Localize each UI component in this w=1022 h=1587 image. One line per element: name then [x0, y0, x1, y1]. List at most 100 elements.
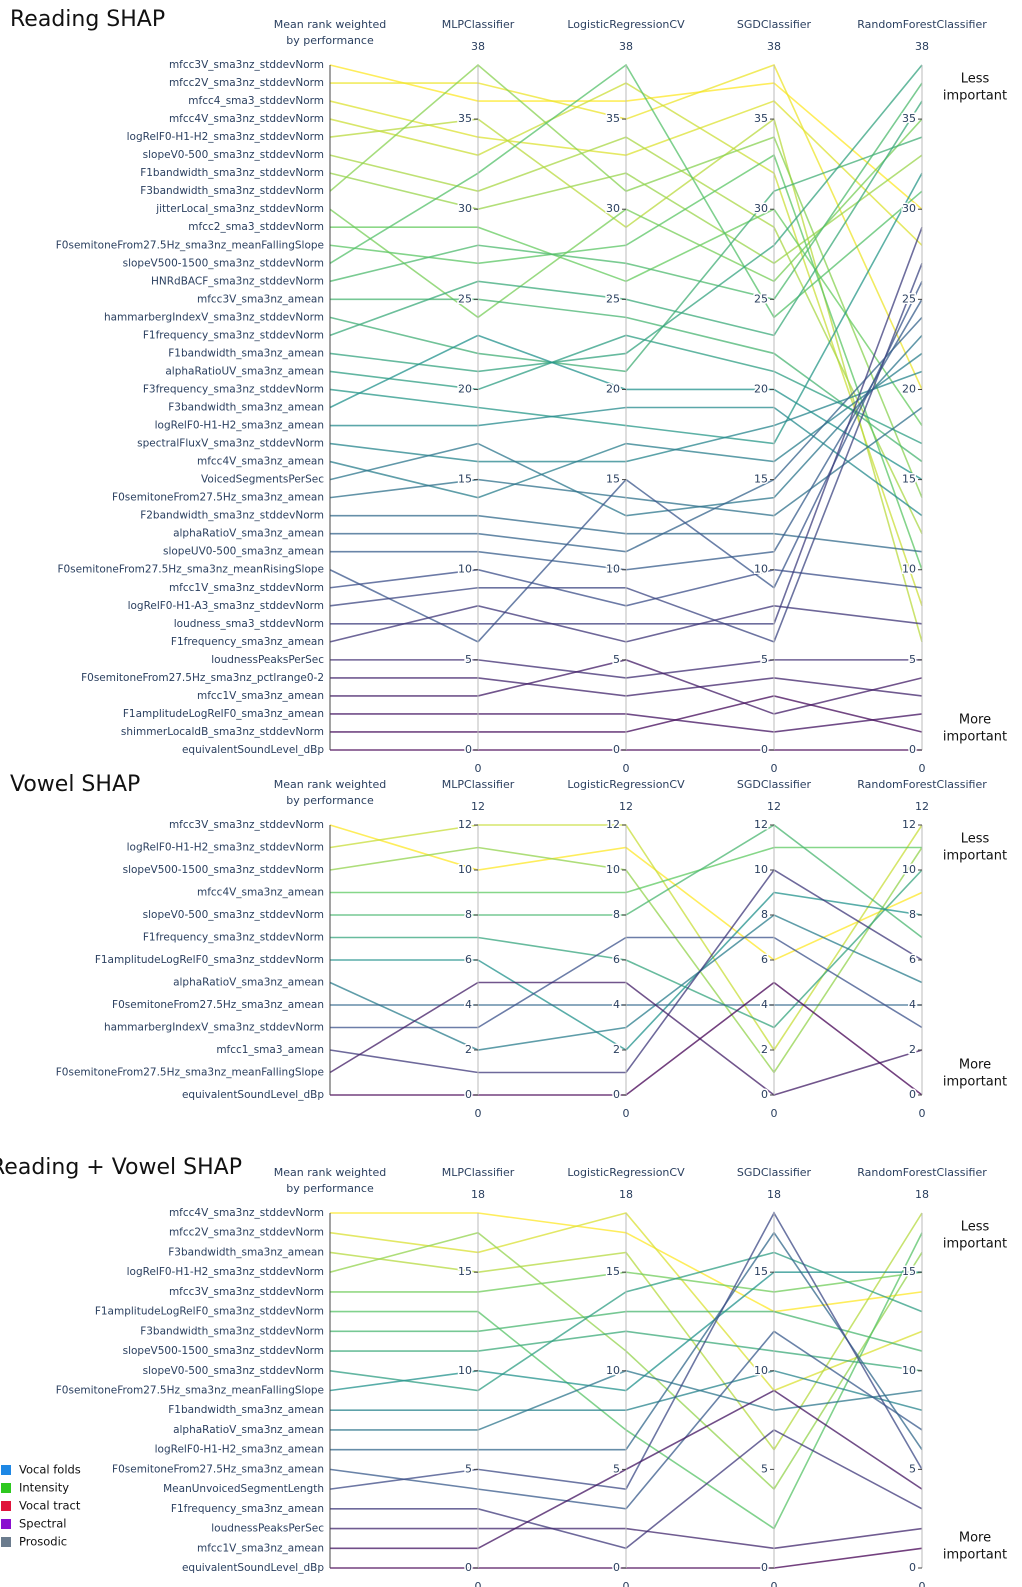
more-important: More: [959, 713, 991, 728]
feature-label: F3bandwidth_sma3nz_amean: [168, 1246, 324, 1258]
y-tick-label: 8: [613, 908, 620, 921]
more-important: important: [943, 730, 1007, 745]
axis-min: 0: [919, 1580, 926, 1587]
y-tick-label: 5: [909, 653, 916, 666]
y-tick-label: 10: [458, 563, 472, 576]
y-tick-label: 0: [465, 743, 472, 756]
y-tick-label: 15: [606, 1265, 620, 1278]
feature-label: jitterLocal_sma3nz_stddevNorm: [155, 203, 324, 215]
axis-min: 0: [919, 762, 926, 775]
y-tick-label: 0: [761, 743, 768, 756]
axis-min: 0: [475, 1107, 482, 1120]
feature-label: logRelF0-H1-H2_sma3nz_stddevNorm: [127, 1266, 324, 1278]
feature-label: F1amplitudeLogRelF0_sma3nz_stddevNorm: [95, 1306, 324, 1318]
y-tick-label: 10: [754, 563, 768, 576]
y-tick-label: 6: [909, 953, 916, 966]
axis-max: 38: [471, 40, 485, 53]
feature-label: mfcc4V_sma3nz_stddevNorm: [169, 113, 324, 125]
feature-label: alphaRatioV_sma3nz_amean: [173, 977, 324, 989]
feature-label: loudnessPeaksPerSec: [211, 1523, 324, 1535]
y-tick-label: 2: [909, 1043, 916, 1056]
y-tick-label: 20: [458, 382, 472, 395]
feature-label: equivalentSoundLevel_dBp: [182, 744, 324, 756]
axis-max: 12: [619, 800, 633, 813]
y-tick-label: 35: [754, 112, 768, 125]
legend-swatch: [1, 1465, 11, 1475]
feature-label: logRelF0-H1-A3_sma3nz_stddevNorm: [128, 600, 324, 612]
axis-title: LogisticRegressionCV: [567, 18, 685, 31]
feature-label: mfcc3V_sma3nz_stddevNorm: [169, 1286, 324, 1298]
y-tick-label: 10: [606, 1364, 620, 1377]
y-tick-label: 12: [902, 818, 916, 831]
y-tick-label: 20: [754, 382, 768, 395]
y-tick-label: 0: [465, 1561, 472, 1574]
feature-label: F0semitoneFrom27.5Hz_sma3nz_amean: [112, 492, 324, 504]
feature-label: slopeV500-1500_sma3nz_stddevNorm: [123, 1345, 324, 1357]
feature-label: alphaRatioV_sma3nz_amean: [173, 528, 324, 540]
feature-label: F3bandwidth_sma3nz_stddevNorm: [140, 185, 324, 197]
y-tick-label: 0: [613, 743, 620, 756]
axis-title: LogisticRegressionCV: [567, 1166, 685, 1179]
y-tick-label: 15: [606, 473, 620, 486]
y-tick-label: 10: [902, 1364, 916, 1377]
axis-min: 0: [771, 762, 778, 775]
y-tick-label: 25: [902, 292, 916, 305]
feature-label: loudnessPeaksPerSec: [211, 654, 324, 666]
feature-label: F1bandwidth_sma3nz_amean: [168, 347, 324, 359]
y-tick-label: 15: [902, 1265, 916, 1278]
feature-label: mfcc2V_sma3nz_stddevNorm: [169, 77, 324, 89]
axis-title: Mean rank weighted: [274, 18, 386, 31]
axis-title: SGDClassifier: [737, 778, 812, 791]
y-tick-label: 0: [761, 1088, 768, 1101]
feature-label: F1frequency_sma3nz_amean: [171, 1503, 324, 1515]
less-important: Less: [961, 1220, 990, 1235]
y-tick-label: 35: [458, 112, 472, 125]
y-tick-label: 5: [761, 1462, 768, 1475]
axis-title: MLPClassifier: [442, 778, 515, 791]
feature-label: mfcc1V_sma3nz_stddevNorm: [169, 582, 324, 594]
legend-swatch: [1, 1537, 11, 1547]
feature-label: mfcc3V_sma3nz_stddevNorm: [169, 59, 324, 71]
y-tick-label: 30: [458, 202, 472, 215]
feature-label: F3bandwidth_sma3nz_stddevNorm: [140, 1325, 324, 1337]
feature-label: mfcc1V_sma3nz_amean: [197, 690, 324, 702]
feature-label: mfcc4_sma3_stddevNorm: [188, 95, 324, 107]
feature-label: mfcc1_sma3_amean: [216, 1044, 324, 1056]
legend-swatch: [1, 1501, 11, 1511]
feature-label: F3bandwidth_sma3nz_amean: [168, 402, 324, 414]
y-tick-label: 2: [465, 1043, 472, 1056]
feature-label: equivalentSoundLevel_dBp: [182, 1562, 324, 1574]
legend-label: Vocal folds: [19, 1463, 81, 1477]
y-tick-label: 20: [606, 382, 620, 395]
legend-label: Prosodic: [19, 1535, 67, 1549]
chart-title: Vowel SHAP: [10, 772, 140, 797]
feature-label: mfcc4V_sma3nz_amean: [197, 887, 324, 899]
y-tick-label: 0: [465, 1088, 472, 1101]
feature-label: F0semitoneFrom27.5Hz_sma3nz_meanRisingSl…: [57, 564, 324, 576]
axis-min: 0: [623, 1107, 630, 1120]
feature-label: mfcc1V_sma3nz_amean: [197, 1542, 324, 1554]
y-tick-label: 6: [613, 953, 620, 966]
feature-label: HNRdBACF_sma3nz_stddevNorm: [151, 275, 324, 287]
y-tick-label: 2: [613, 1043, 620, 1056]
y-tick-label: 5: [613, 1462, 620, 1475]
axis-title: SGDClassifier: [737, 1166, 812, 1179]
more-important: More: [959, 1531, 991, 1546]
axis-max: 12: [767, 800, 781, 813]
axis-min: 0: [771, 1580, 778, 1587]
y-tick-label: 30: [754, 202, 768, 215]
axis-min: 0: [919, 1107, 926, 1120]
y-tick-label: 8: [761, 908, 768, 921]
y-tick-label: 5: [761, 653, 768, 666]
feature-label: alphaRatioV_sma3nz_amean: [173, 1424, 324, 1436]
feature-label: F0semitoneFrom27.5Hz_sma3nz_meanFallingS…: [56, 1067, 324, 1079]
feature-label: slopeV0-500_sma3nz_stddevNorm: [143, 149, 324, 161]
feature-label: mfcc4V_sma3nz_stddevNorm: [169, 1207, 324, 1219]
feature-label: F1amplitudeLogRelF0_sma3nz_stddevNorm: [95, 954, 324, 966]
y-tick-label: 4: [909, 998, 916, 1011]
axis-title: RandomForestClassifier: [857, 1166, 987, 1179]
feature-label: F3frequency_sma3nz_stddevNorm: [143, 383, 324, 395]
y-tick-label: 0: [909, 1561, 916, 1574]
y-tick-label: 15: [902, 473, 916, 486]
feature-label: mfcc4V_sma3nz_amean: [197, 456, 324, 468]
